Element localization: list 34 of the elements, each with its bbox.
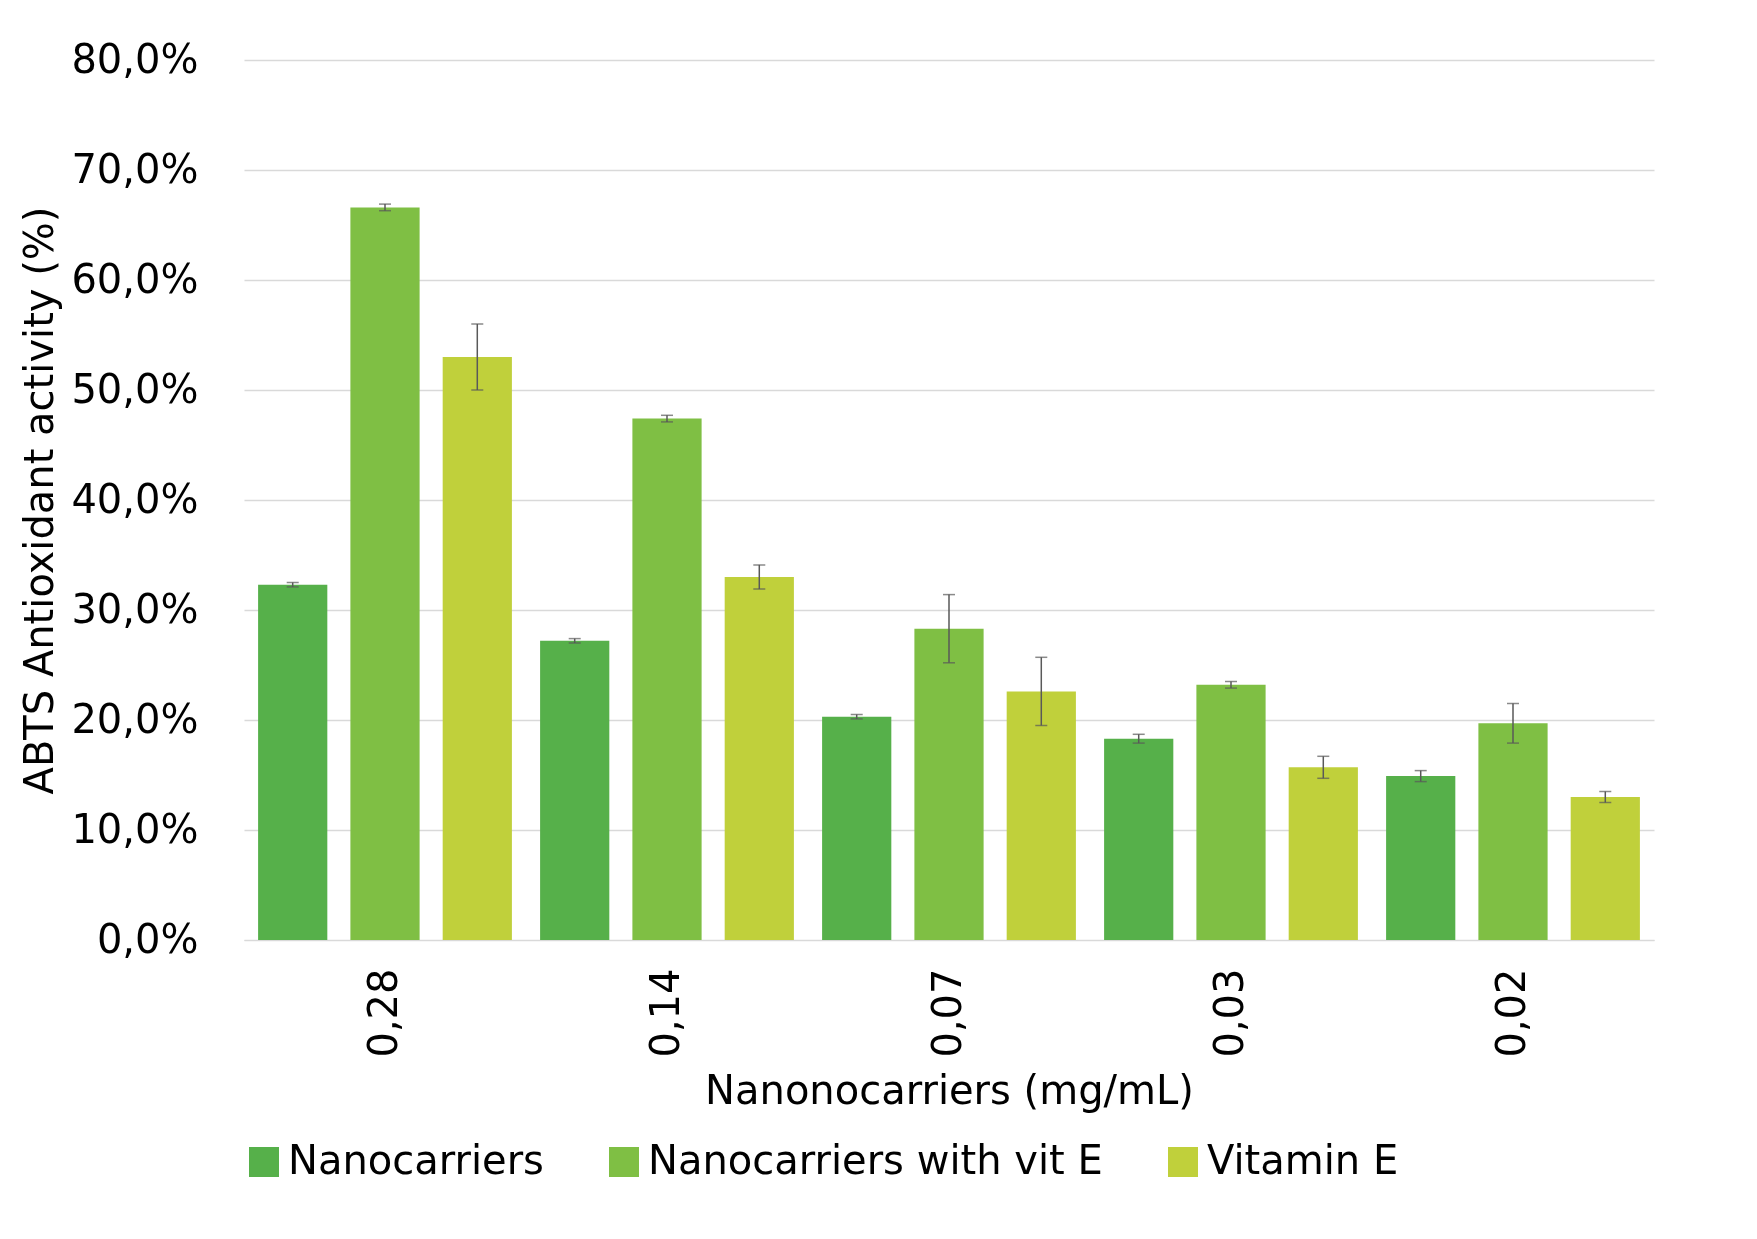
y-tick-label: 40,0% — [71, 475, 199, 522]
y-tick-label: 0,0% — [96, 915, 199, 962]
y-tick-label: 10,0% — [71, 805, 199, 852]
x-tick-label: 0,07 — [924, 968, 970, 1058]
x-tick-label: 0,03 — [1206, 968, 1252, 1058]
bar — [1196, 684, 1266, 940]
y-tick-label: 70,0% — [71, 145, 199, 192]
bar — [1104, 738, 1174, 940]
y-tick-label: 20,0% — [71, 695, 199, 742]
legend-label: Vitamin E — [1207, 1137, 1399, 1183]
x-tick-label: 0,14 — [642, 968, 688, 1058]
x-tick-label: 0,28 — [360, 968, 406, 1058]
bar — [1288, 767, 1358, 940]
bar — [914, 628, 984, 940]
y-tick-label: 50,0% — [71, 365, 199, 412]
bar — [442, 357, 512, 940]
y-tick-label: 60,0% — [71, 255, 199, 302]
bar — [1006, 691, 1076, 940]
bar — [632, 418, 702, 940]
bar — [350, 207, 420, 940]
y-axis-title: ABTS Antioxidant activity (%) — [16, 206, 63, 795]
bar — [1478, 723, 1548, 940]
bar — [1570, 797, 1640, 940]
x-axis-title: Nanonocarriers (mg/mL) — [705, 1066, 1194, 1113]
bar — [1386, 776, 1456, 940]
y-tick-label: 80,0% — [71, 35, 199, 82]
legend-label: Nanocarriers with vit E — [648, 1137, 1103, 1183]
bar — [724, 577, 794, 940]
bar — [258, 584, 328, 940]
y-tick-label: 30,0% — [71, 585, 199, 632]
x-tick-label: 0,02 — [1488, 968, 1534, 1058]
legend-label: Nanocarriers — [288, 1137, 544, 1183]
bar — [540, 640, 610, 940]
bar — [822, 716, 892, 940]
